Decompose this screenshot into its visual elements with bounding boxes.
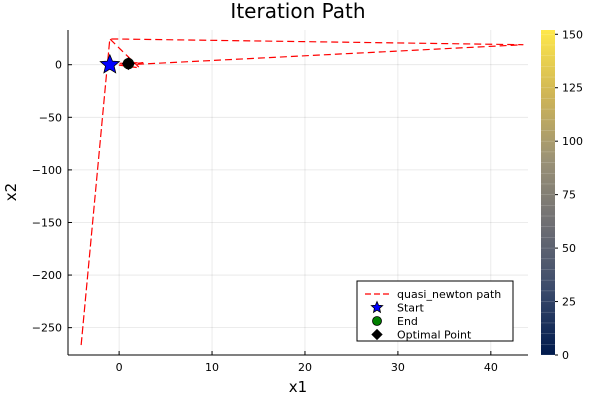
colorbar-tick-label: 50 <box>562 242 576 255</box>
colorbar-tick-label: 125 <box>562 82 583 95</box>
y-axis-label: x2 <box>2 183 20 201</box>
colorbar-tick-label: 25 <box>562 296 576 309</box>
colorbar-tick-label: 75 <box>562 189 576 202</box>
x-axis-label: x1 <box>289 378 307 396</box>
legend-box <box>356 280 514 342</box>
colorbar-tick-label: 100 <box>562 135 583 148</box>
x-tick-label: 0 <box>116 361 123 374</box>
plot-area <box>80 37 524 347</box>
optimal-point-marker <box>121 57 135 71</box>
legend-label: Start <box>397 302 425 315</box>
legend-swatch-star <box>370 300 384 314</box>
legend-label: Optimal Point <box>397 329 472 342</box>
colorbar-tick-label: 0 <box>562 349 569 362</box>
y-tick-label: −200 <box>32 269 62 282</box>
legend-label: quasi_newton path <box>397 288 501 301</box>
grid <box>68 30 528 355</box>
y-tick-label: −150 <box>32 216 62 229</box>
x-tick-label: 30 <box>391 361 405 374</box>
start-marker <box>99 53 121 74</box>
axes: 0 10 20 30 40 0 −50 −100 −150 −200 −250 <box>32 30 528 374</box>
colorbar: 0 25 50 75 100 125 150 <box>541 28 583 362</box>
colorbar-gradient <box>541 30 555 355</box>
x-tick-label: 40 <box>484 361 498 374</box>
y-tick-label: −50 <box>39 111 62 124</box>
x-tick-label: 10 <box>205 361 219 374</box>
y-tick-label: −100 <box>32 164 62 177</box>
colorbar-tick-label: 150 <box>562 28 583 41</box>
y-tick-label: 0 <box>55 59 62 72</box>
chart-title: Iteration Path <box>230 0 365 23</box>
y-tick-label: −250 <box>32 322 62 335</box>
x-tick-label: 20 <box>298 361 312 374</box>
legend-swatch-circle <box>372 316 382 326</box>
legend-label: End <box>397 315 418 328</box>
legend-swatch-diamond <box>371 328 383 341</box>
